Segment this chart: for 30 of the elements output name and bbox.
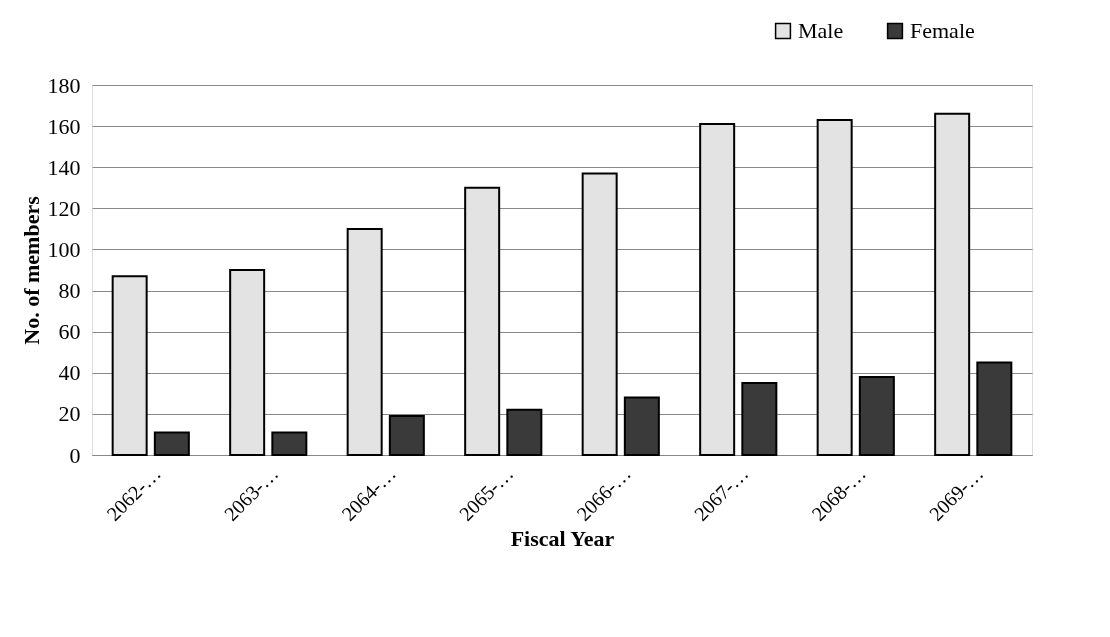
legend-label: Male bbox=[798, 18, 844, 43]
y-tick-label: 40 bbox=[58, 360, 81, 386]
y-tick-label: 60 bbox=[58, 319, 81, 345]
bar bbox=[153, 431, 190, 456]
y-tick-label: 0 bbox=[69, 442, 81, 468]
bar bbox=[858, 375, 895, 456]
y-tick-label: 20 bbox=[58, 401, 81, 427]
bar bbox=[506, 408, 543, 456]
bar bbox=[388, 414, 425, 456]
y-tick-label: 160 bbox=[47, 113, 81, 139]
bar bbox=[934, 112, 971, 456]
bar bbox=[581, 172, 618, 456]
bar bbox=[816, 118, 853, 456]
bar bbox=[111, 275, 148, 456]
y-tick-label: 140 bbox=[47, 154, 81, 180]
bar bbox=[741, 382, 778, 456]
y-tick-label: 100 bbox=[47, 236, 81, 262]
bar bbox=[699, 123, 736, 456]
y-tick-label: 180 bbox=[47, 72, 81, 98]
x-axis-title: Fiscal Year bbox=[510, 525, 615, 551]
y-tick-label: 120 bbox=[47, 195, 81, 221]
bar bbox=[623, 396, 660, 456]
y-axis-title: No. of members bbox=[18, 195, 44, 345]
legend-label: Female bbox=[910, 18, 975, 43]
bar bbox=[976, 361, 1013, 456]
bar bbox=[229, 269, 266, 456]
bar bbox=[464, 186, 501, 456]
y-tick-label: 80 bbox=[58, 278, 81, 304]
bar bbox=[271, 431, 308, 456]
bar bbox=[346, 227, 383, 456]
